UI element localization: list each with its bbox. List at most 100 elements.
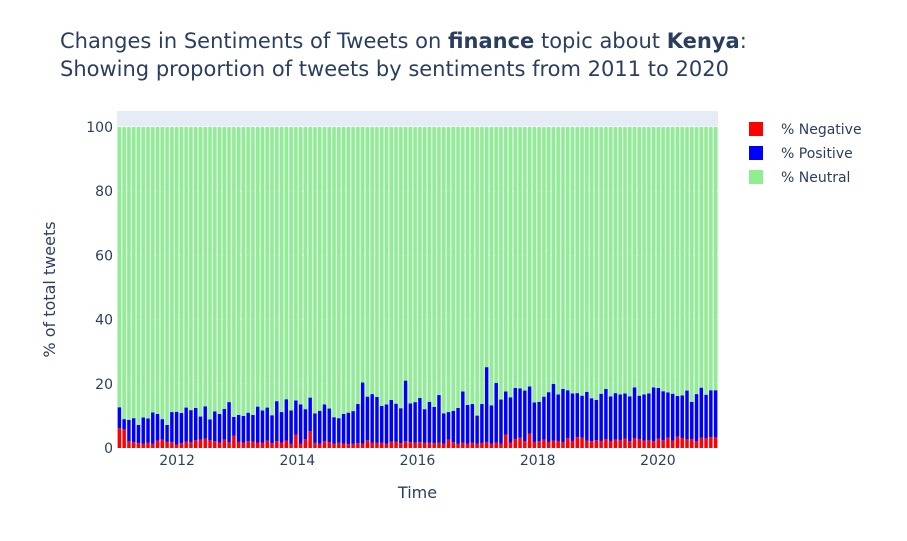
bar-neutral-33[interactable] (275, 127, 279, 402)
bar-negative-112[interactable] (651, 441, 656, 448)
bar-positive-100[interactable] (594, 399, 599, 441)
bar-positive-77[interactable] (484, 367, 489, 442)
bar-positive-35[interactable] (284, 399, 289, 441)
bar-neutral-72[interactable] (461, 127, 465, 392)
bar-negative-54[interactable] (375, 442, 379, 448)
bar-neutral-122[interactable] (699, 127, 704, 388)
bar-neutral-62[interactable] (413, 127, 417, 403)
bar-negative-97[interactable] (580, 437, 584, 448)
bar-positive-40[interactable] (308, 397, 312, 432)
bar-positive-69[interactable] (446, 412, 451, 440)
bar-neutral-5[interactable] (141, 127, 145, 418)
bar-positive-90[interactable] (546, 392, 551, 442)
bar-neutral-120[interactable] (690, 127, 694, 402)
bar-positive-50[interactable] (356, 404, 360, 444)
bar-neutral-44[interactable] (327, 127, 331, 409)
bar-neutral-52[interactable] (365, 127, 370, 397)
bar-negative-20[interactable] (213, 441, 217, 448)
bar-negative-23[interactable] (227, 442, 231, 448)
bar-negative-42[interactable] (318, 443, 322, 448)
bar-negative-99[interactable] (589, 441, 594, 448)
bar-positive-21[interactable] (217, 413, 222, 443)
bar-negative-56[interactable] (384, 443, 389, 448)
bar-positive-87[interactable] (532, 402, 537, 442)
bar-positive-18[interactable] (203, 406, 207, 439)
bar-negative-0[interactable] (117, 428, 122, 448)
bar-neutral-92[interactable] (556, 127, 560, 395)
bar-negative-21[interactable] (217, 442, 222, 448)
bar-negative-66[interactable] (432, 443, 436, 448)
bar-neutral-74[interactable] (470, 127, 475, 405)
bar-positive-84[interactable] (518, 388, 522, 438)
bar-neutral-90[interactable] (546, 127, 551, 393)
bar-neutral-24[interactable] (232, 127, 236, 417)
bar-negative-15[interactable] (189, 442, 193, 448)
bar-neutral-82[interactable] (508, 127, 513, 398)
bar-negative-40[interactable] (308, 431, 312, 448)
bar-negative-69[interactable] (446, 439, 451, 448)
bar-positive-14[interactable] (184, 407, 188, 442)
bar-positive-57[interactable] (389, 399, 393, 442)
bar-positive-103[interactable] (608, 396, 613, 441)
bar-negative-44[interactable] (327, 442, 331, 448)
bar-neutral-56[interactable] (384, 127, 389, 405)
bar-positive-65[interactable] (427, 401, 432, 443)
bar-neutral-100[interactable] (594, 127, 599, 400)
bar-neutral-37[interactable] (294, 127, 298, 401)
bar-positive-116[interactable] (670, 393, 675, 441)
bar-positive-5[interactable] (141, 417, 145, 444)
bar-positive-42[interactable] (318, 410, 322, 444)
bar-positive-45[interactable] (332, 417, 336, 444)
bar-negative-91[interactable] (551, 440, 556, 448)
bar-negative-27[interactable] (246, 441, 250, 448)
bar-negative-55[interactable] (380, 442, 384, 448)
bar-positive-41[interactable] (313, 413, 317, 443)
bar-neutral-71[interactable] (456, 127, 460, 408)
bar-negative-58[interactable] (394, 441, 398, 448)
bar-positive-79[interactable] (494, 382, 498, 443)
bar-neutral-1[interactable] (122, 127, 126, 420)
bar-negative-26[interactable] (241, 442, 246, 448)
bar-positive-33[interactable] (275, 401, 279, 442)
bar-neutral-95[interactable] (570, 127, 575, 394)
bar-neutral-54[interactable] (375, 127, 379, 397)
bar-neutral-35[interactable] (284, 127, 289, 400)
bar-positive-22[interactable] (222, 408, 227, 440)
bar-negative-76[interactable] (480, 442, 484, 448)
bar-negative-43[interactable] (322, 441, 327, 448)
bar-neutral-73[interactable] (465, 127, 470, 405)
bar-negative-80[interactable] (499, 443, 503, 448)
bar-negative-13[interactable] (179, 443, 184, 448)
bar-positive-54[interactable] (375, 396, 379, 443)
bar-negative-38[interactable] (298, 443, 303, 448)
bar-positive-111[interactable] (647, 393, 651, 440)
bar-negative-87[interactable] (532, 441, 537, 448)
bar-negative-2[interactable] (127, 441, 131, 448)
bar-neutral-76[interactable] (480, 127, 484, 405)
bar-negative-68[interactable] (442, 443, 446, 448)
bar-negative-86[interactable] (527, 433, 532, 448)
bar-negative-5[interactable] (141, 443, 145, 448)
bar-negative-75[interactable] (475, 443, 479, 448)
bar-neutral-113[interactable] (656, 127, 661, 388)
bar-positive-51[interactable] (360, 382, 365, 444)
bar-positive-81[interactable] (504, 391, 508, 435)
bar-negative-17[interactable] (198, 439, 203, 448)
bar-neutral-29[interactable] (255, 127, 260, 407)
bar-neutral-0[interactable] (117, 127, 122, 408)
bar-neutral-16[interactable] (193, 127, 198, 408)
bar-positive-24[interactable] (232, 416, 236, 436)
bar-neutral-6[interactable] (146, 127, 150, 419)
bar-positive-72[interactable] (461, 391, 465, 443)
bar-positive-108[interactable] (632, 387, 637, 439)
bar-neutral-30[interactable] (260, 127, 265, 411)
bar-positive-76[interactable] (480, 404, 484, 443)
bar-positive-10[interactable] (165, 424, 169, 442)
bar-neutral-70[interactable] (451, 127, 455, 411)
bar-neutral-124[interactable] (709, 127, 713, 391)
bar-negative-108[interactable] (632, 438, 637, 448)
bar-neutral-115[interactable] (666, 127, 670, 393)
bar-positive-4[interactable] (136, 424, 141, 444)
bar-negative-79[interactable] (494, 442, 498, 448)
bar-positive-46[interactable] (337, 418, 341, 443)
